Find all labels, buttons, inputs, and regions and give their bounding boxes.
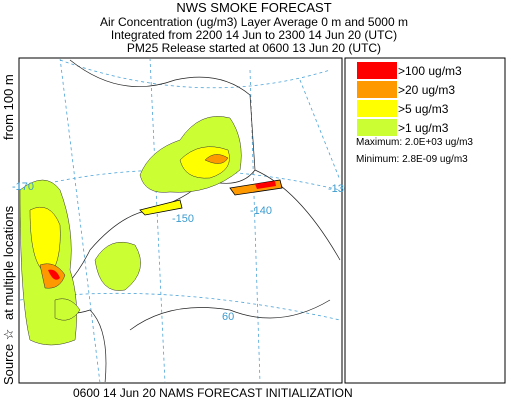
lon-label: -140 [250,205,272,217]
legend-label: >100 ug/m3 [398,64,462,78]
minimum: Minimum: 2.8E-09 ug/m3 [356,154,468,165]
map: -170 -150 -140 -130 60 [12,57,350,384]
subtitle: Air Concentration (ug/m3) Layer Average … [100,15,408,29]
legend-label: >20 ug/m3 [398,83,455,97]
legend: Maximum: 2.0E+03 ug/m3 Minimum: 2.8E-09 … [344,57,506,384]
subtitle: PM25 Release started at 0600 13 Jun 20 (… [127,41,381,55]
legend-label: >1 ug/m3 [398,121,449,135]
legend-label: >5 ug/m3 [398,102,449,116]
legend-swatch [357,100,397,117]
legend-swatch [357,81,397,98]
title: NWS SMOKE FORECAST [176,0,331,15]
smoke-plumes [20,116,283,346]
lat-label: 60 [222,311,234,323]
height-label: from 100 m [1,74,16,140]
legend-swatch [357,119,397,136]
subtitle: Integrated from 2200 14 Jun to 2300 14 J… [111,28,397,42]
legend-swatch [357,62,397,79]
lon-label: -150 [172,213,194,225]
locations-label: at multiple locations [1,205,16,320]
footer: 0600 14 Jun 20 NAMS FORECAST INITIALIZAT… [73,386,353,400]
source-label: Source ☆ [1,329,16,385]
maximum: Maximum: 2.0E+03 ug/m3 [356,137,473,148]
lon-label: -170 [12,181,34,193]
